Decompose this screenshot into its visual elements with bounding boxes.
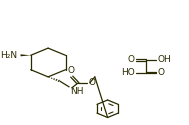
Text: HO: HO	[121, 68, 135, 77]
Text: H₂N: H₂N	[1, 51, 18, 60]
Text: O: O	[128, 55, 135, 64]
Polygon shape	[21, 54, 31, 56]
Text: O: O	[157, 68, 164, 77]
Text: OH: OH	[157, 55, 171, 64]
Text: NH: NH	[70, 87, 84, 96]
Text: O: O	[67, 66, 74, 75]
Text: O: O	[88, 78, 95, 87]
